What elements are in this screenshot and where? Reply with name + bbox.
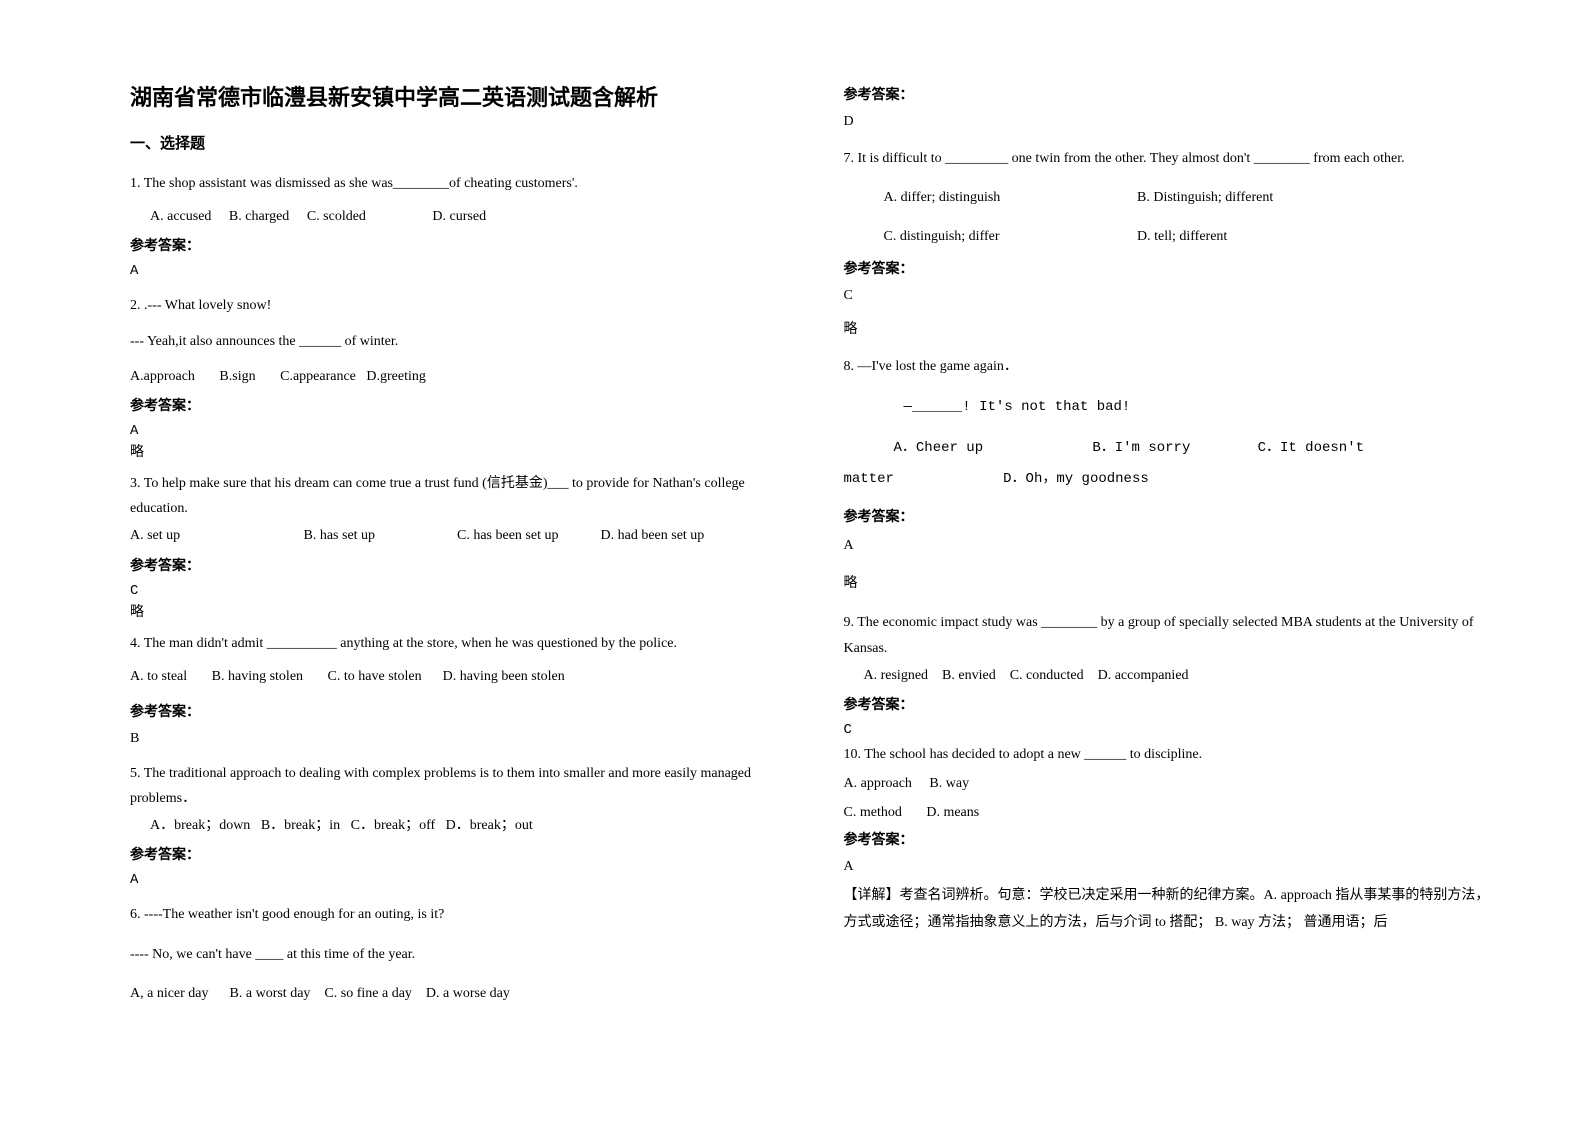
q1-optA: A. accused <box>130 209 211 224</box>
q6-ans: D <box>844 114 1498 130</box>
q6-optD: D. a worse day <box>426 986 510 1001</box>
q1-optB: B. charged <box>229 209 289 224</box>
q5-ans-label: 参考答案： <box>130 844 784 864</box>
q7-optA: A. differ; distinguish <box>884 185 1134 210</box>
q6-ans-label: 参考答案： <box>844 84 1498 104</box>
q10-optD: D. means <box>926 805 979 820</box>
q2-optD: D.greeting <box>366 369 425 384</box>
q8-options: A．Cheer up B．I'm sorry C．It doesn't <box>844 436 1498 461</box>
q9-optD: D. accompanied <box>1098 668 1189 683</box>
q9-ans-label: 参考答案： <box>844 694 1498 714</box>
q4-options: A. to steal B. having stolen C. to have … <box>130 664 784 689</box>
q7-ans-label: 参考答案： <box>844 258 1498 278</box>
q5-optC: C．break；off <box>351 818 436 833</box>
q7-optD: D. tell; different <box>1137 229 1227 244</box>
q5-ans: A <box>130 872 784 888</box>
q10-explain: 【详解】考查名词辨析。句意：学校已决定采用一种新的纪律方案。A. approac… <box>844 883 1498 936</box>
q7-options1: A. differ; distinguish B. Distinguish; d… <box>844 185 1498 210</box>
q9-optA: A. resigned <box>864 668 929 683</box>
q4-optA: A. to steal <box>130 669 187 684</box>
q6-options: A, a nicer day B. a worst day C. so fine… <box>130 981 784 1006</box>
q2-optA: A.approach <box>130 369 195 384</box>
q8-lue: 略 <box>844 572 1498 592</box>
q7-lue: 略 <box>844 318 1498 338</box>
q5-optB: B．break；in <box>261 818 340 833</box>
q1-optC: C. scolded <box>307 209 366 224</box>
q2-text1: 2. .--- What lovely snow! <box>130 293 784 318</box>
q2-text2: --- Yeah,it also announces the ______ of… <box>130 329 784 354</box>
q2-ans: A <box>130 423 784 439</box>
q9-optC: C. conducted <box>1010 668 1084 683</box>
q4-text: 4. The man didn't admit __________ anyth… <box>130 631 784 656</box>
right-column: 参考答案： D 7. It is difficult to _________ … <box>814 80 1528 1082</box>
q3-optD: D. had been set up <box>601 528 705 543</box>
q8-text1: 8. —I've lost the game again． <box>844 354 1498 379</box>
q3-text: 3. To help make sure that his dream can … <box>130 471 784 521</box>
q10-options2: C. method D. means <box>844 800 1498 825</box>
q4-optB: B. having stolen <box>212 669 303 684</box>
q8-optD: D．Oh，my goodness <box>1003 471 1149 487</box>
section-header: 一、选择题 <box>130 132 784 153</box>
q9-options: A. resigned B. envied C. conducted D. ac… <box>844 663 1498 688</box>
q1-ans: A <box>130 263 784 279</box>
q7-optC: C. distinguish; differ <box>884 224 1134 249</box>
q6-optB: B. a worst day <box>230 986 311 1001</box>
page-title: 湖南省常德市临澧县新安镇中学高二英语测试题含解析 <box>130 80 784 112</box>
q3-optA: A. set up <box>130 523 300 548</box>
q1-options: A. accused B. charged C. scolded D. curs… <box>130 204 784 229</box>
q8-ans: A <box>844 538 1498 554</box>
q6-text2: ---- No, we can't have ____ at this time… <box>130 942 784 967</box>
q8-optC: C．It doesn't <box>1258 440 1364 456</box>
q5-options: A．break；down B．break；in C．break；off D．br… <box>130 813 784 838</box>
q2-ans-label: 参考答案： <box>130 395 784 415</box>
q10-optA: A. approach <box>844 776 912 791</box>
q5-text: 5. The traditional approach to dealing w… <box>130 761 784 811</box>
q2-options: A.approach B.sign C.appearance D.greetin… <box>130 364 784 389</box>
q9-ans: C <box>844 722 1498 738</box>
q3-lue: 略 <box>130 601 784 621</box>
q2-lue: 略 <box>130 441 784 461</box>
q1-ans-label: 参考答案： <box>130 235 784 255</box>
q10-optB: B. way <box>929 776 969 791</box>
q5-optD: D．break；out <box>446 818 533 833</box>
q8-options2: matter D．Oh，my goodness <box>844 467 1498 492</box>
q8-optA: A．Cheer up <box>894 440 984 456</box>
q7-text: 7. It is difficult to _________ one twin… <box>844 146 1498 171</box>
q6-optC: C. so fine a day <box>324 986 411 1001</box>
q8-optCont: matter <box>844 471 894 487</box>
q8-text2: —______! It's not that bad! <box>844 395 1498 420</box>
q9-optB: B. envied <box>942 668 996 683</box>
q7-options2: C. distinguish; differ D. tell; differen… <box>844 224 1498 249</box>
left-column: 湖南省常德市临澧县新安镇中学高二英语测试题含解析 一、选择题 1. The sh… <box>100 80 814 1082</box>
q4-ans-label: 参考答案： <box>130 701 784 721</box>
q3-optB: B. has set up <box>304 523 454 548</box>
q7-ans: C <box>844 288 1498 304</box>
q10-options1: A. approach B. way <box>844 771 1498 796</box>
q10-ans-label: 参考答案： <box>844 829 1498 849</box>
q10-text: 10. The school has decided to adopt a ne… <box>844 742 1498 767</box>
q4-optC: C. to have stolen <box>328 669 422 684</box>
q1-text: 1. The shop assistant was dismissed as s… <box>130 171 784 196</box>
q8-optB: B．I'm sorry <box>1092 440 1190 456</box>
q9-text: 9. The economic impact study was _______… <box>844 610 1498 660</box>
q6-optA: A, a nicer day <box>130 986 209 1001</box>
q4-optD: D. having been stolen <box>443 669 565 684</box>
q1-optD: D. cursed <box>432 209 486 224</box>
q8-ans-label: 参考答案： <box>844 506 1498 526</box>
q2-optB: B.sign <box>219 369 255 384</box>
q4-ans: B <box>130 731 784 747</box>
q5-optA: A．break；down <box>150 818 250 833</box>
q10-ans: A <box>844 859 1498 875</box>
q3-ans-label: 参考答案： <box>130 555 784 575</box>
q7-optB: B. Distinguish; different <box>1137 190 1273 205</box>
q3-ans: C <box>130 583 784 599</box>
q10-optC: C. method <box>844 805 902 820</box>
q3-optC: C. has been set up <box>457 523 597 548</box>
q3-options: A. set up B. has set up C. has been set … <box>130 523 784 548</box>
q6-text1: 6. ----The weather isn't good enough for… <box>130 902 784 927</box>
q2-optC: C.appearance <box>280 369 356 384</box>
